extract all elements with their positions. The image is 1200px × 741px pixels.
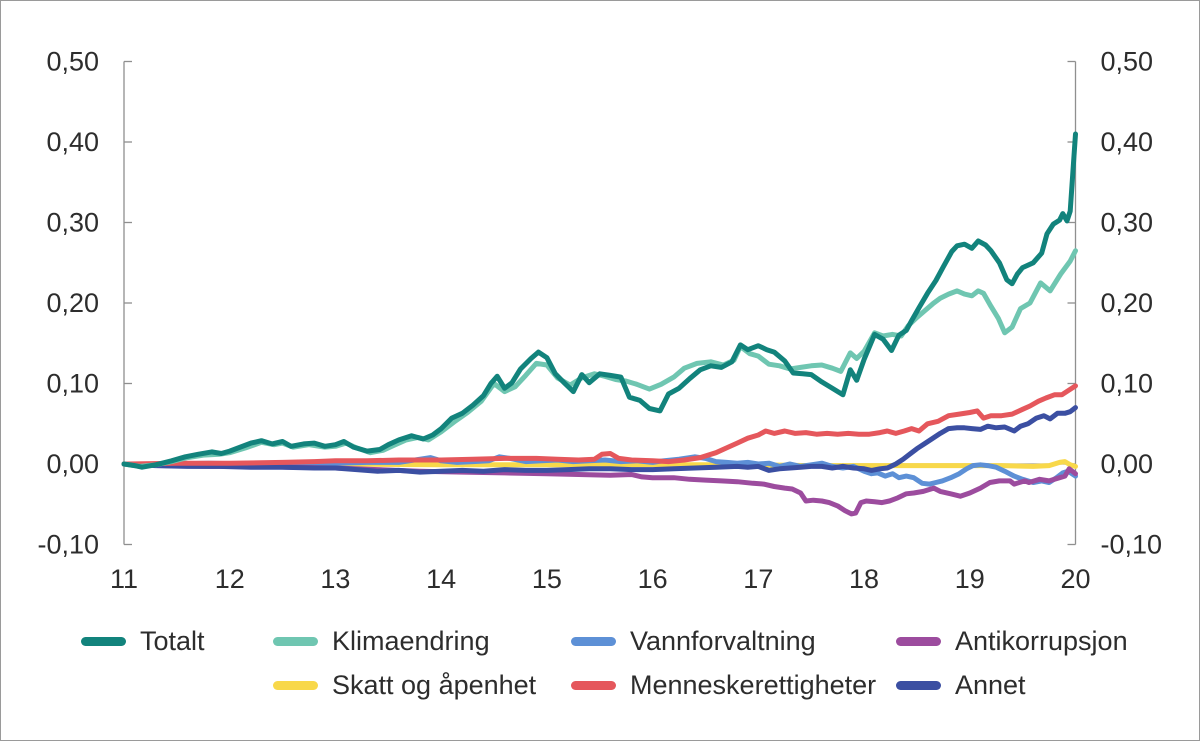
y-tick-label-right: 0,30 bbox=[1101, 208, 1154, 238]
legend-item-vannforvaltning[interactable]: Vannforvaltning bbox=[571, 627, 816, 655]
legend-swatch-skatt-og-penhet bbox=[273, 680, 318, 690]
legend-swatch-antikorrupsjon bbox=[896, 636, 941, 646]
series-line-totalt bbox=[121, 131, 1078, 470]
legend-item-menneskerettigheter[interactable]: Menneskerettigheter bbox=[571, 671, 876, 699]
y-tick-label-right: 0,10 bbox=[1101, 369, 1154, 399]
y-tick-label-right: -0,10 bbox=[1101, 530, 1163, 560]
legend-swatch-menneskerettigheter bbox=[571, 680, 616, 690]
x-tick-label: 12 bbox=[215, 564, 245, 594]
legend-item-antikorrupsjon[interactable]: Antikorrupsjon bbox=[896, 627, 1128, 655]
legend-item-klimaendring[interactable]: Klimaendring bbox=[273, 627, 490, 655]
legend-item-skatt-og-penhet[interactable]: Skatt og åpenhet bbox=[273, 671, 536, 699]
legend-swatch-klimaendring bbox=[273, 636, 318, 646]
y-tick-label-right: 0,20 bbox=[1101, 288, 1154, 318]
y-tick-label-right: 0,40 bbox=[1101, 127, 1154, 157]
legend-label-totalt: Totalt bbox=[140, 626, 205, 656]
legend-label-menneskerettigheter: Menneskerettigheter bbox=[630, 670, 877, 700]
y-tick-label-left: 0,10 bbox=[46, 369, 99, 399]
y-tick-label-left: 0,30 bbox=[46, 208, 99, 238]
x-tick-label: 17 bbox=[743, 564, 773, 594]
x-tick-label: 13 bbox=[320, 564, 350, 594]
y-tick-label-right: 0,50 bbox=[1101, 47, 1154, 77]
x-tick-label: 14 bbox=[426, 564, 456, 594]
y-tick-label-left: 0,40 bbox=[46, 127, 99, 157]
series-line-annet bbox=[121, 405, 1078, 475]
legend-swatch-vannforvaltning bbox=[571, 636, 616, 646]
x-tick-label: 11 bbox=[110, 564, 138, 594]
y-tick-label-left: 0,20 bbox=[46, 288, 99, 318]
series-line-menneskerettigheter bbox=[121, 383, 1078, 467]
legend-swatch-annet bbox=[896, 680, 941, 690]
legend-label-klimaendring: Klimaendring bbox=[332, 626, 490, 656]
legend-label-annet: Annet bbox=[955, 670, 1026, 700]
y-tick-label-right: 0,00 bbox=[1101, 449, 1154, 479]
y-tick-label-left: 0,00 bbox=[46, 449, 99, 479]
x-tick-label: 19 bbox=[955, 564, 985, 594]
legend-label-antikorrupsjon: Antikorrupsjon bbox=[955, 626, 1128, 656]
x-tick-label: 20 bbox=[1060, 564, 1090, 594]
x-tick-label: 16 bbox=[638, 564, 668, 594]
legend-swatch-totalt bbox=[81, 636, 126, 646]
series-line-antikorrupsjon bbox=[121, 461, 1078, 517]
legend-item-totalt[interactable]: Totalt bbox=[81, 627, 205, 655]
y-tick-label-left: 0,50 bbox=[46, 47, 99, 77]
legend-label-vannforvaltning: Vannforvaltning bbox=[630, 626, 816, 656]
legend-label-skatt-og-penhet: Skatt og åpenhet bbox=[332, 670, 537, 700]
x-tick-label: 15 bbox=[532, 564, 562, 594]
y-tick-label-left: -0,10 bbox=[37, 530, 99, 560]
x-tick-label: 18 bbox=[849, 564, 879, 594]
legend-item-annet[interactable]: Annet bbox=[896, 671, 1026, 699]
